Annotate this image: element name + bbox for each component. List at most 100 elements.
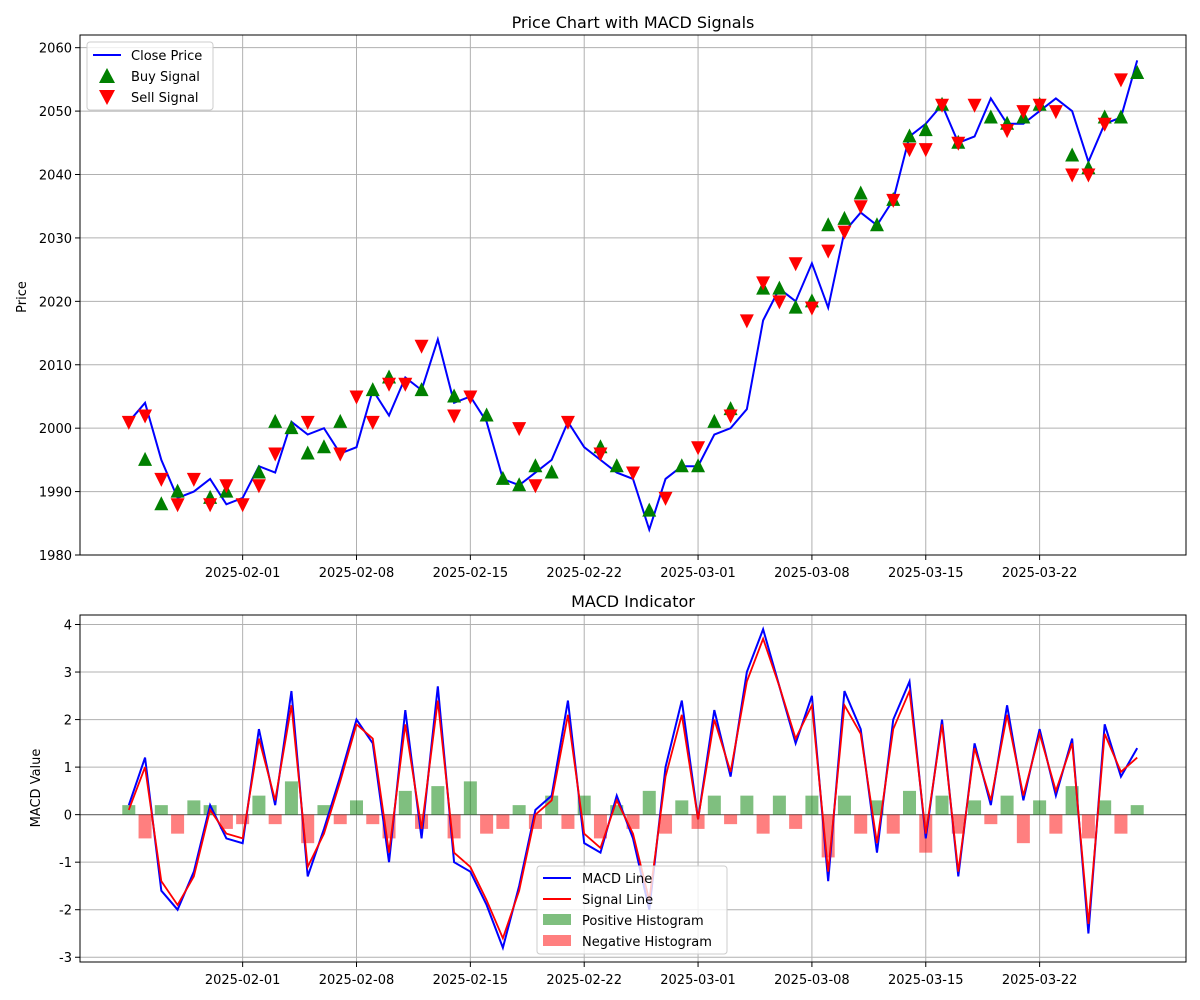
sell-signal-marker — [121, 415, 136, 430]
buy-signal-marker — [316, 439, 331, 454]
y-tick-label: 2060 — [39, 42, 72, 57]
x-tick-label: 2025-03-15 — [888, 973, 964, 988]
sell-signal-marker — [138, 409, 153, 424]
buy-signal-marker — [300, 445, 315, 460]
positive-histogram-bar — [1033, 800, 1047, 815]
sell-signal-marker — [788, 257, 803, 272]
legend-sell-signal-label: Sell Signal — [131, 91, 199, 106]
positive-histogram-bar — [252, 795, 266, 815]
buy-signal-marker — [869, 217, 884, 232]
sell-signal-marker — [219, 479, 234, 494]
negative-histogram-bar — [480, 814, 494, 834]
x-tick-label: 2025-02-22 — [546, 973, 622, 988]
sell-signal-marker — [382, 377, 397, 392]
legend-positive-histogram-label: Positive Histogram — [582, 914, 704, 929]
positive-histogram-bar — [675, 800, 689, 815]
sell-signal-marker — [268, 447, 283, 462]
positive-histogram-bar — [968, 800, 982, 815]
x-tick-label: 2025-02-08 — [319, 566, 395, 581]
negative-histogram-bar — [691, 814, 705, 829]
sell-signal-marker — [918, 143, 933, 158]
sell-signal-marker — [300, 415, 315, 430]
buy-signal-marker — [772, 280, 787, 295]
sell-signal-marker — [1016, 105, 1031, 120]
negative-histogram-bar — [951, 814, 965, 834]
x-tick-label: 2025-03-22 — [1002, 566, 1078, 581]
buy-signal-marker — [821, 217, 836, 232]
sell-signal-marker — [1000, 124, 1015, 139]
buy-signal-marker — [365, 382, 380, 397]
sell-signal-marker — [837, 225, 852, 240]
positive-histogram-bar — [317, 805, 331, 815]
positive-histogram-bar — [187, 800, 201, 815]
buy-signal-marker — [1113, 109, 1128, 124]
legend-signal-line-label: Signal Line — [582, 893, 653, 908]
negative-histogram-bar — [886, 814, 900, 834]
buy-signal-marker — [902, 128, 917, 143]
negative-histogram-bar — [789, 814, 803, 829]
sell-signal-marker — [186, 472, 201, 487]
negative-histogram-bar — [1081, 814, 1095, 839]
sell-signal-marker — [593, 447, 608, 462]
macd-y-ticks: -3 -2 -1 0 1 2 3 4 — [59, 619, 80, 966]
y-tick-label: 2030 — [39, 232, 72, 247]
buy-signal-marker — [268, 413, 283, 428]
y-tick-label: 2000 — [39, 422, 72, 437]
macd-legend: MACD Line Signal Line Positive Histogram… — [536, 865, 728, 955]
sell-signal-marker — [463, 390, 478, 405]
y-tick-label: -2 — [59, 904, 72, 919]
positive-histogram-bar — [1130, 805, 1144, 815]
positive-histogram-bar — [902, 790, 917, 815]
positive-histogram-bar — [545, 795, 559, 815]
buy-signal-marker — [284, 420, 299, 435]
negative-histogram-bar — [268, 814, 282, 825]
positive-histogram-bar — [772, 795, 786, 815]
buy-signal-marker — [495, 470, 510, 485]
negative-histogram-bar — [171, 814, 185, 834]
price-axes-frame — [79, 34, 1187, 556]
buy-signal-marker — [788, 299, 803, 314]
buy-signal-marker — [642, 502, 657, 517]
negative-histogram-bar — [561, 814, 575, 829]
positive-histogram-bar — [805, 795, 819, 815]
sell-signal-marker — [723, 409, 738, 424]
positive-histogram-bar — [512, 805, 526, 815]
negative-histogram-bar — [496, 814, 510, 829]
x-tick-label: 2025-02-01 — [205, 973, 281, 988]
price-legend: Close Price Buy Signal Sell Signal — [86, 41, 214, 111]
y-tick-label: 2050 — [39, 105, 72, 120]
negative-histogram-bar — [756, 814, 770, 834]
buy-signal-marker — [837, 210, 852, 225]
sell-signal-marker — [967, 98, 982, 113]
buy-signal-marker — [154, 496, 169, 511]
legend-macd-line-label: MACD Line — [582, 872, 652, 887]
x-tick-label: 2025-02-22 — [546, 566, 622, 581]
negative-histogram-bar — [333, 814, 347, 825]
price-x-ticks: 2025-02-01 2025-02-08 2025-02-15 2025-02-22… — [205, 555, 1078, 581]
sell-signal-marker — [886, 193, 901, 208]
sell-signal-marker — [447, 409, 462, 424]
sell-signal-marker — [333, 447, 348, 462]
macd-grid — [80, 615, 1186, 962]
positive-histogram-bar — [1000, 795, 1014, 815]
negative-histogram-bar — [593, 814, 607, 839]
buy-signal-marker — [528, 458, 543, 473]
sell-signal-marker — [1065, 168, 1080, 183]
x-tick-label: 2025-03-22 — [1002, 973, 1078, 988]
buy-signal-marker — [1130, 65, 1145, 80]
legend-negative-histogram-icon — [543, 935, 571, 946]
y-tick-label: 2040 — [39, 169, 72, 184]
positive-histogram-bar — [610, 805, 624, 815]
negative-histogram-bar — [138, 814, 152, 839]
sell-signal-marker — [951, 136, 966, 151]
buy-signal-marker — [414, 382, 429, 397]
positive-histogram-bar — [642, 790, 656, 815]
price-chart-panel: 2025-02-01 2025-02-08 2025-02-15 2025-02-22… — [15, 13, 1187, 581]
legend-close-price-label: Close Price — [131, 49, 202, 64]
y-tick-label: 2 — [64, 714, 72, 729]
negative-histogram-bar — [366, 814, 380, 825]
y-tick-label: 1 — [64, 761, 72, 776]
negative-histogram-bar — [659, 814, 673, 834]
x-tick-label: 2025-02-15 — [433, 566, 509, 581]
